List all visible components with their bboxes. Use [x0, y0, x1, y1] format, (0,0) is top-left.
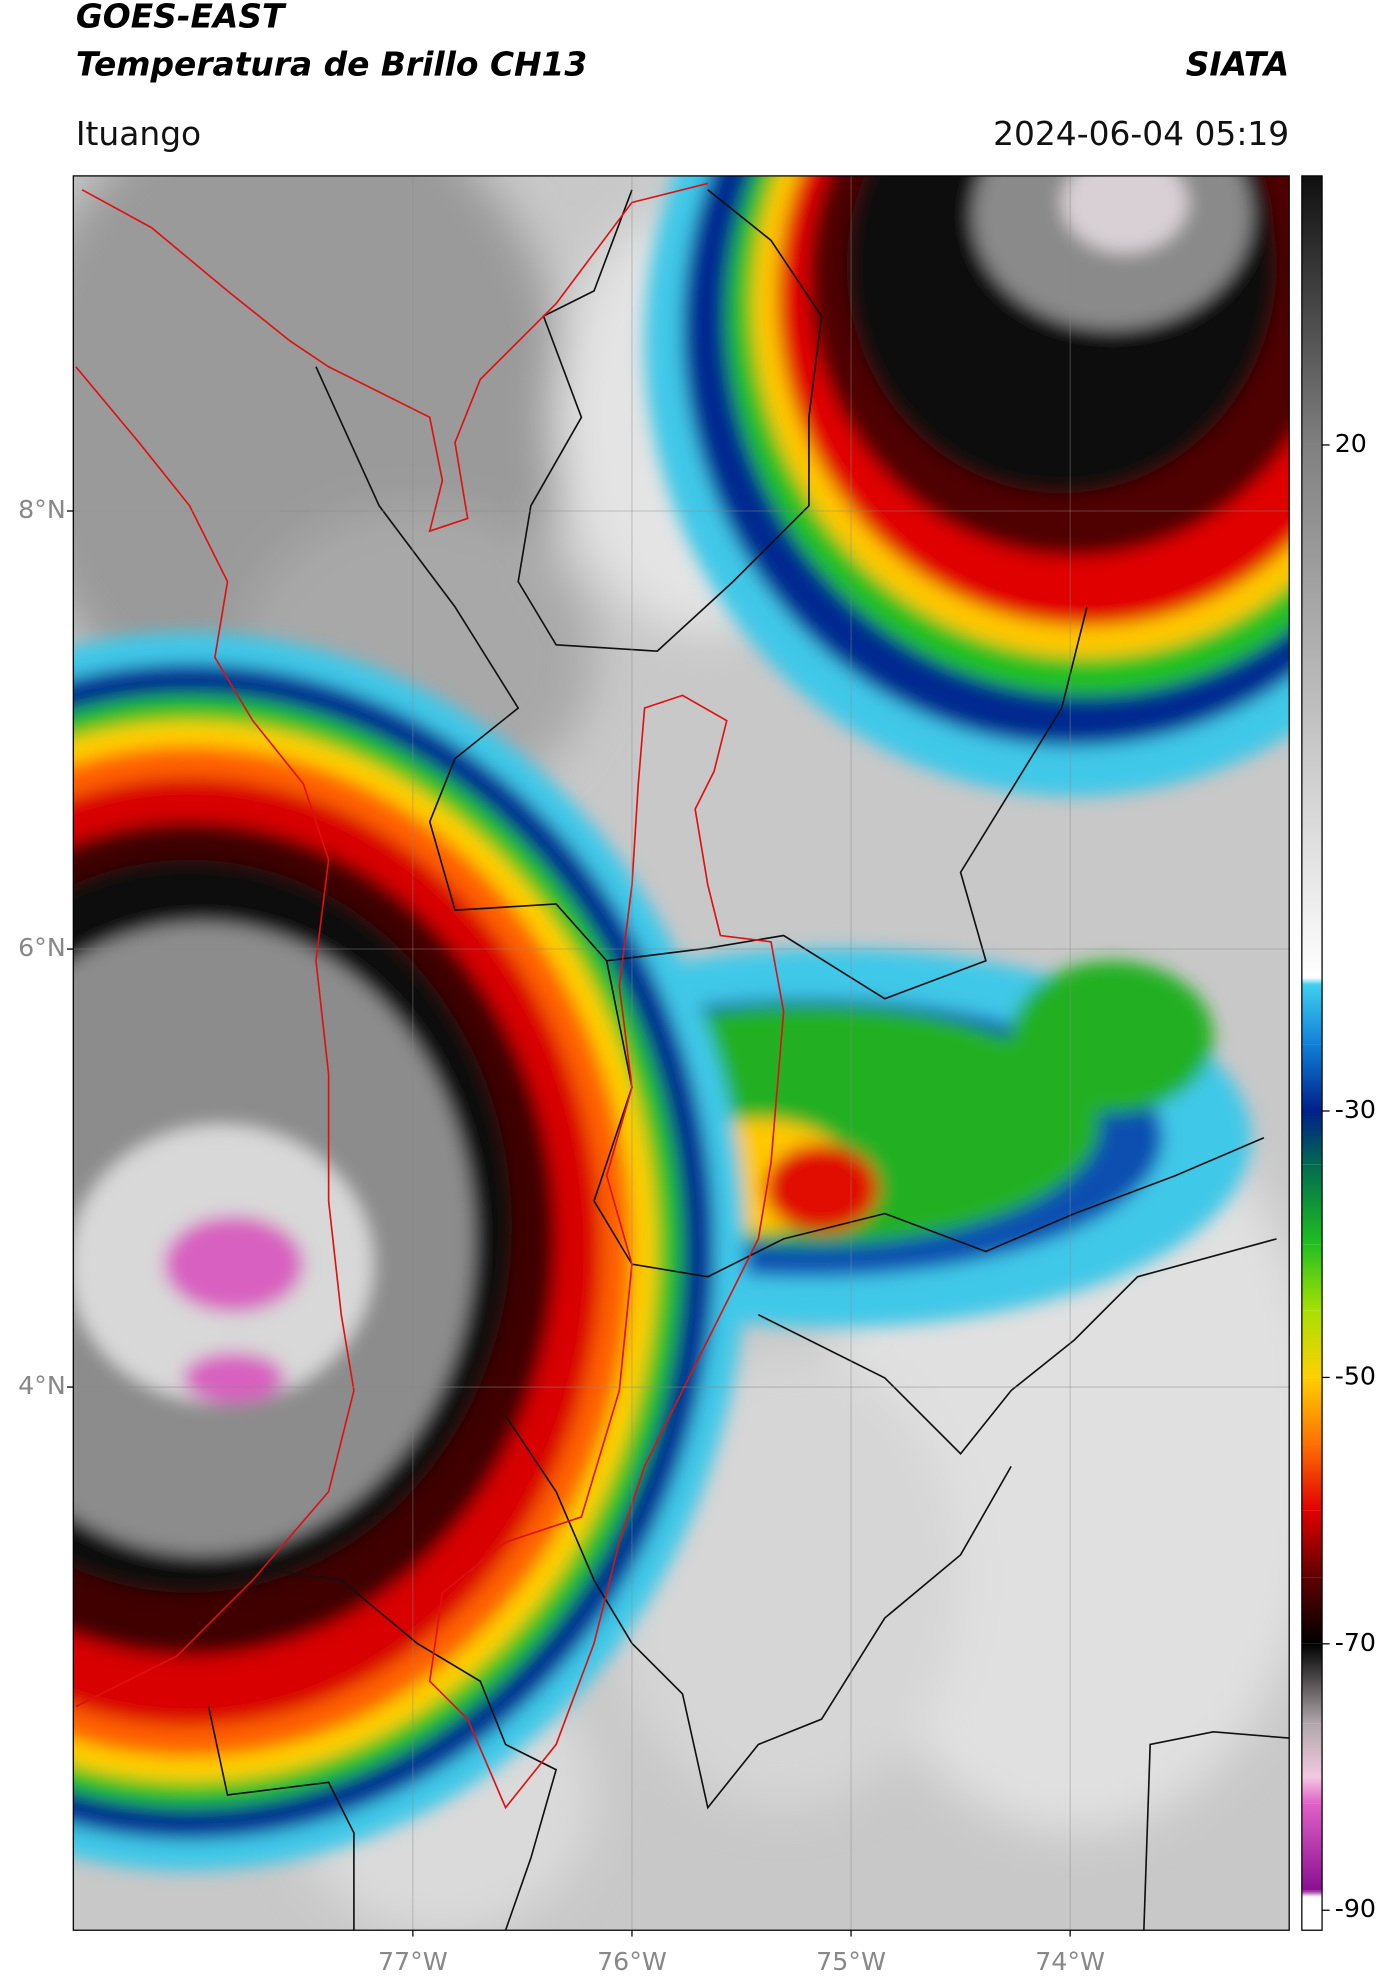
colorbar-segment — [1301, 444, 1323, 978]
colorbar-segment — [1301, 1643, 1323, 1724]
colorbar-segment — [1301, 1723, 1323, 1778]
colorbar-segment — [1301, 1164, 1323, 1245]
colorbar-segment — [1301, 1044, 1323, 1112]
plot-frame — [72, 175, 1290, 1931]
colorbar-tick-label: -30 — [1335, 1095, 1376, 1124]
datetime-label: 2024-06-04 05:19 — [993, 114, 1289, 153]
product-title: Temperatura de Brillo CH13 — [76, 44, 587, 83]
y-tick-label: 8°N — [18, 495, 66, 524]
borders — [75, 182, 1290, 1931]
y-tick-label: 4°N — [18, 1371, 66, 1400]
colorbar-segment — [1301, 1577, 1323, 1644]
colorbar-segment — [1301, 175, 1323, 445]
colorbar-segment — [1301, 1444, 1323, 1511]
colorbar-segment — [1301, 977, 1323, 985]
colorbar-segment — [1301, 1777, 1323, 1804]
colorbar-segment — [1301, 1890, 1323, 1897]
colorbar-segment — [1301, 1310, 1323, 1378]
colorbar-segment — [1301, 1377, 1323, 1445]
colorbar-segment — [1301, 1803, 1323, 1891]
x-tick-label: 77°W — [378, 1947, 448, 1976]
colorbar-tick-label: -90 — [1335, 1894, 1376, 1923]
location-label: Ituango — [76, 114, 201, 153]
axes: 77°W 76°W 75°W 74°W 4°N 6°N 8°N — [18, 175, 1290, 1976]
colorbar-tick-label: 20 — [1335, 429, 1367, 458]
colorbar-segment — [1301, 1896, 1323, 1931]
x-tick-label: 75°W — [816, 1947, 886, 1976]
colorbar-segment — [1301, 1111, 1323, 1165]
source-label: SIATA — [1186, 44, 1289, 83]
colorbar-tick-label: -50 — [1335, 1361, 1376, 1390]
x-tick-label: 74°W — [1035, 1947, 1105, 1976]
satellite-image — [73, 175, 1290, 1931]
colorbar-segment — [1301, 984, 1323, 1045]
colorbar-frame — [1301, 175, 1323, 1931]
y-tick-label: 6°N — [18, 933, 66, 962]
colorbar: -90 -70 -50 -30 20 — [1301, 175, 1376, 1931]
x-tick-label: 76°W — [597, 1947, 667, 1976]
colorbar-tick-label: -70 — [1335, 1628, 1376, 1657]
satellite-title: GOES-EAST — [76, 0, 287, 35]
colorbar-segment — [1301, 1510, 1323, 1578]
colorbar-segment — [1301, 1244, 1323, 1311]
